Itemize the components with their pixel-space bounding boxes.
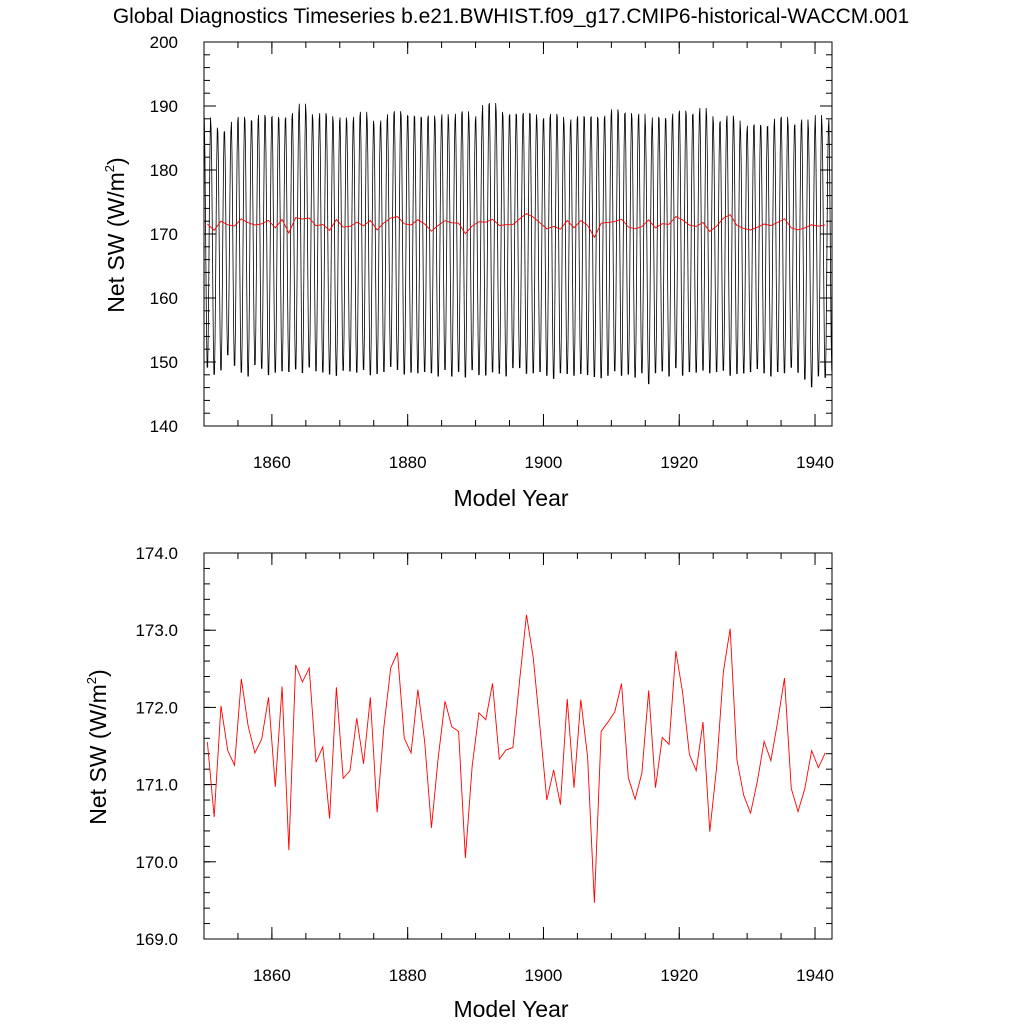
bottom-x-tick-label: 1880 bbox=[389, 966, 427, 985]
top-x-tick-label: 1860 bbox=[253, 453, 291, 472]
figure-title: Global Diagnostics Timeseries b.e21.BWHI… bbox=[113, 5, 909, 28]
top-annual-mean-line bbox=[207, 212, 826, 239]
bottom-x-tick-label: 1940 bbox=[796, 966, 834, 985]
top-y-tick-label: 140 bbox=[150, 417, 178, 436]
top-x-tick-label: 1940 bbox=[796, 453, 834, 472]
top-x-axis-title: Model Year bbox=[453, 485, 568, 511]
bottom-panel: 1860 1880 1900 1920 1940 169.0 170.0 171.0 172.0… bbox=[84, 544, 834, 1022]
top-x-tick-label: 1880 bbox=[389, 453, 427, 472]
bottom-plot-frame bbox=[203, 552, 833, 940]
bottom-y-tick-label: 170.0 bbox=[135, 853, 178, 872]
bottom-y-tick-label: 171.0 bbox=[135, 776, 178, 795]
bottom-y-tick-label: 172.0 bbox=[135, 698, 178, 717]
top-x-tick-label: 1900 bbox=[525, 453, 563, 472]
top-y-tick-label: 150 bbox=[150, 353, 178, 372]
bottom-x-tick-label: 1900 bbox=[525, 966, 563, 985]
top-y-tick-label: 200 bbox=[150, 33, 178, 52]
top-x-tick-label: 1920 bbox=[660, 453, 698, 472]
top-plot-area: 1860 1880 1900 1920 1940 140 150 160 170 180 190 20… bbox=[150, 33, 834, 472]
bottom-y-tick-label: 169.0 bbox=[135, 930, 178, 949]
top-y-axis-title: Net SW (W/m2) bbox=[102, 157, 129, 312]
bottom-x-tick-label: 1920 bbox=[660, 966, 698, 985]
top-monthly-series-line bbox=[203, 102, 833, 388]
bottom-x-axis-title: Model Year bbox=[453, 996, 568, 1022]
bottom-annual-mean-line bbox=[206, 614, 826, 903]
bottom-y-tick-label: 173.0 bbox=[135, 621, 178, 640]
top-y-tick-label: 180 bbox=[150, 161, 178, 180]
bottom-plot-area: 1860 1880 1900 1920 1940 169.0 170.0 171.0 172.0… bbox=[135, 544, 833, 985]
bottom-y-axis-title: Net SW (W/m2) bbox=[84, 669, 111, 824]
bottom-x-tick-label: 1860 bbox=[253, 966, 291, 985]
top-y-tick-label: 190 bbox=[150, 97, 178, 116]
top-y-tick-label: 160 bbox=[150, 289, 178, 308]
top-panel: 1860 1880 1900 1920 1940 140 150 160 170 180 190 20… bbox=[102, 33, 834, 511]
bottom-y-tick-label: 174.0 bbox=[135, 544, 178, 563]
top-y-tick-label: 170 bbox=[150, 225, 178, 244]
